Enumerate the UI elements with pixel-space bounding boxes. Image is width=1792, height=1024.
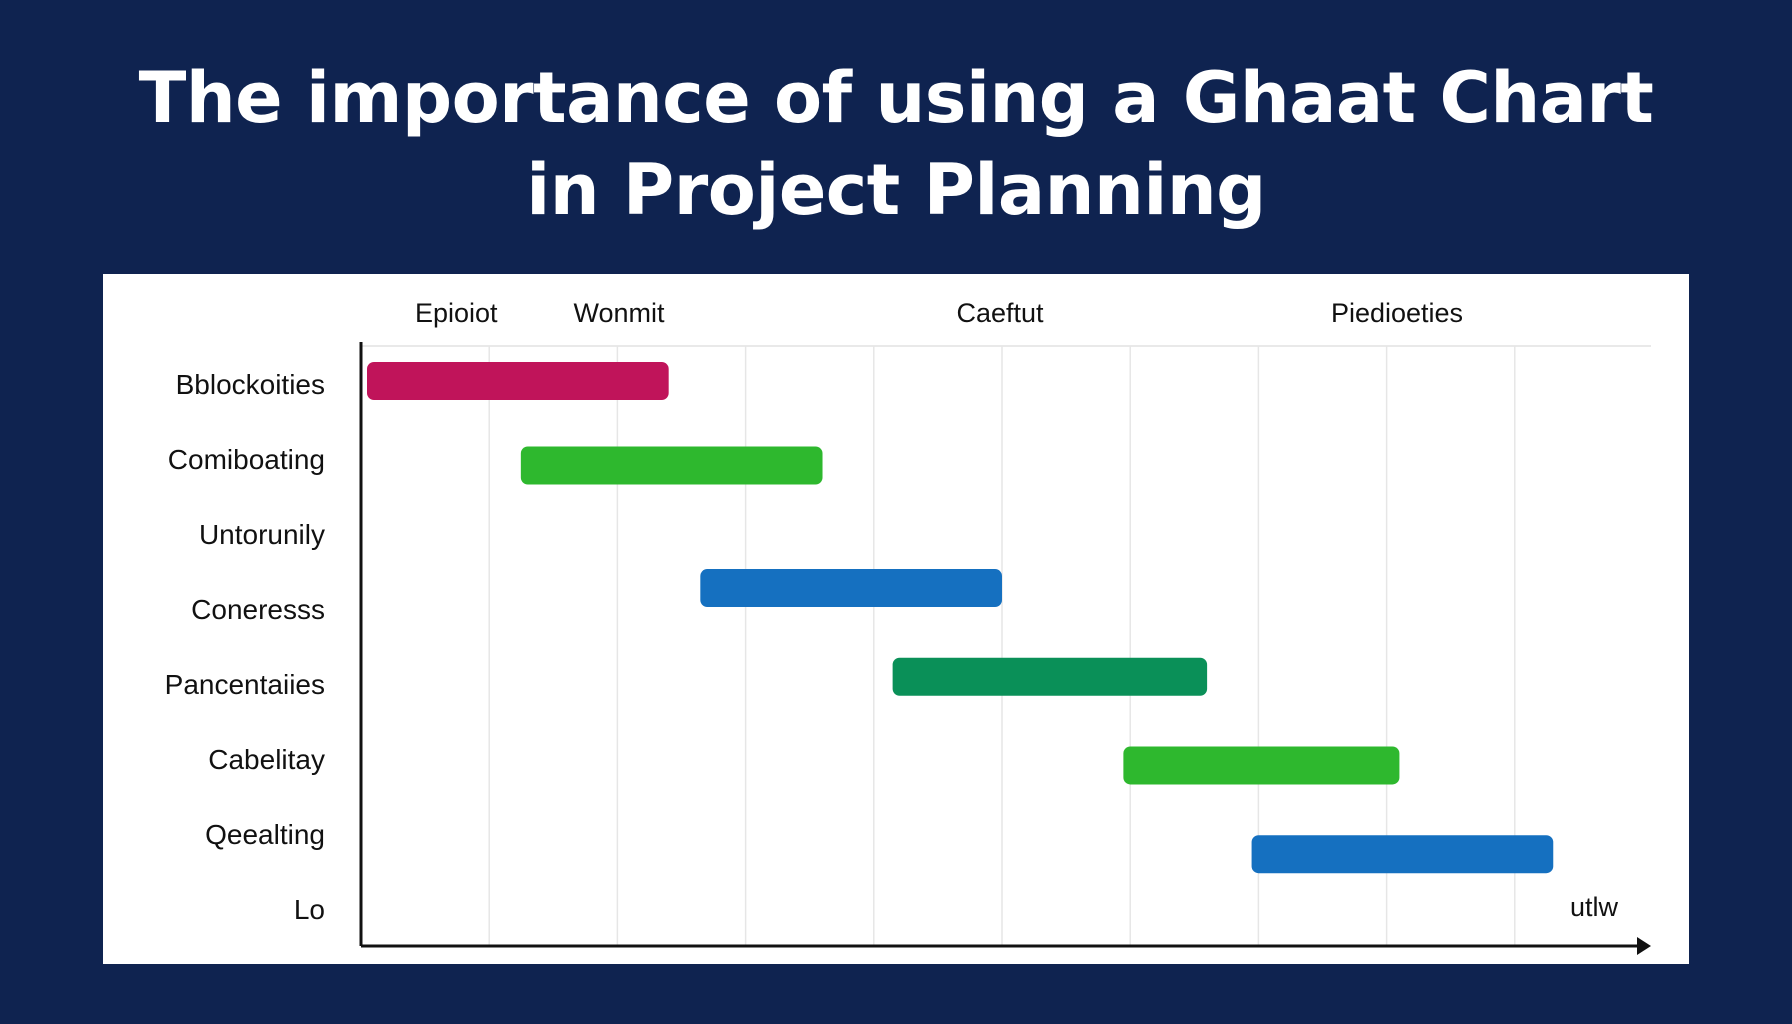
task-bars bbox=[367, 362, 1554, 874]
header-label: Wonmit bbox=[573, 298, 665, 328]
header-label: Caeftut bbox=[956, 298, 1044, 328]
row-label: Qeealting bbox=[205, 819, 325, 850]
title-line-2: in Project Planning bbox=[526, 149, 1266, 231]
chart-panel: Epioiot Wonmit Caeftut Piedioeties Bblockoit… bbox=[103, 274, 1689, 964]
row-label: Coneresss bbox=[191, 594, 325, 625]
task-bar bbox=[1123, 746, 1400, 785]
task-bar bbox=[520, 446, 823, 485]
page-title: The importance of using a Ghaat Chart in… bbox=[0, 52, 1792, 236]
task-bar bbox=[892, 657, 1208, 696]
task-bar bbox=[700, 569, 1002, 608]
chart-labels: Epioiot Wonmit Caeftut Piedioeties Bblockoit… bbox=[165, 298, 1619, 925]
gantt-chart: Epioiot Wonmit Caeftut Piedioeties Bblockoit… bbox=[165, 298, 1651, 955]
row-label: Bblockoities bbox=[176, 369, 325, 400]
axes bbox=[359, 342, 1651, 955]
row-label: Cabelitay bbox=[208, 744, 325, 775]
row-label: Comiboating bbox=[168, 444, 325, 475]
row-label: Lo bbox=[294, 894, 325, 925]
row-label: Pancentaiies bbox=[165, 669, 325, 700]
task-bar bbox=[367, 362, 669, 400]
header-label: Epioiot bbox=[415, 298, 498, 328]
x-axis-arrow bbox=[1637, 937, 1651, 955]
x-axis-end-label: utlw bbox=[1570, 892, 1619, 922]
task-bar bbox=[1251, 835, 1554, 874]
row-label: Untorunily bbox=[199, 519, 325, 550]
header-label: Piedioeties bbox=[1331, 298, 1463, 328]
title-line-1: The importance of using a Ghaat Chart bbox=[138, 57, 1654, 139]
